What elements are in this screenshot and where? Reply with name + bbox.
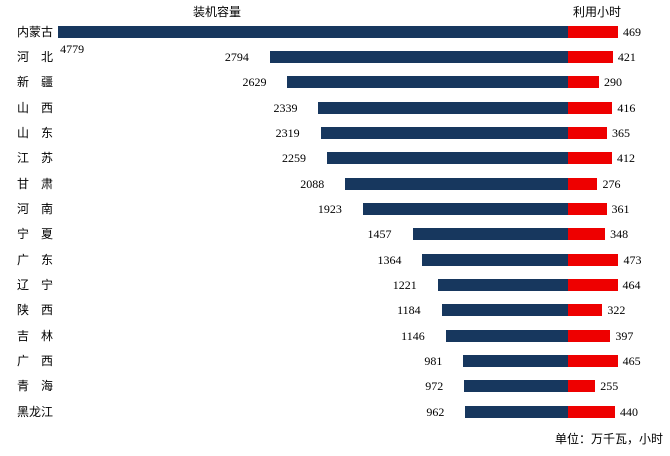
hours-bar (568, 25, 619, 38)
hours-value-label: 322 (607, 303, 626, 318)
capacity-bar (463, 355, 568, 368)
hours-value-label: 361 (611, 201, 630, 216)
hours-value-label: 412 (616, 151, 635, 166)
hours-value-label: 397 (615, 328, 634, 343)
capacity-bar (326, 152, 568, 165)
hours-bar (568, 355, 618, 368)
category-label: 甘 肃 (17, 176, 54, 191)
hours-value-label: 255 (600, 379, 619, 394)
capacity-bar (445, 329, 568, 342)
category-label: 新 疆 (17, 75, 54, 90)
category-label: 吉 林 (17, 328, 54, 343)
category-label: 陕 西 (17, 303, 54, 318)
hours-bar (568, 126, 607, 139)
capacity-value-label: 1923 (317, 201, 342, 216)
capacity-bar (412, 228, 568, 241)
hours-value-label: 440 (619, 404, 638, 419)
category-label: 广 西 (17, 354, 54, 369)
category-label: 内蒙古 (17, 24, 54, 39)
hours-value-label: 365 (611, 125, 630, 140)
hours-value-label: 290 (603, 75, 622, 90)
hours-bar (568, 405, 615, 418)
capacity-value-label: 1184 (397, 303, 421, 318)
capacity-value-label: 2259 (281, 151, 306, 166)
hours-bar (568, 329, 611, 342)
capacity-value-label: 1146 (401, 328, 425, 343)
capacity-value-label: 1364 (377, 252, 402, 267)
hours-bar (568, 152, 612, 165)
hours-bar (568, 101, 613, 114)
category-label: 河 南 (17, 201, 54, 216)
hours-bar (568, 279, 618, 291)
category-label: 宁 夏 (17, 227, 54, 242)
capacity-bar (58, 25, 568, 38)
hours-value-label: 469 (623, 24, 642, 39)
capacity-bar (422, 253, 568, 266)
hours-value-label: 276 (602, 176, 621, 191)
capacity-value-label: 2339 (273, 100, 298, 115)
right-series-title: 利用小时 (573, 5, 622, 19)
category-label: 河 北 (17, 49, 54, 64)
hours-bar (568, 50, 613, 63)
category-label: 青 海 (17, 379, 54, 394)
hours-value-label: 421 (617, 49, 636, 64)
hours-bar (568, 228, 606, 241)
capacity-bar (269, 50, 568, 63)
category-label: 黑龙江 (17, 404, 54, 419)
hours-bar (568, 380, 596, 393)
left-series-title: 装机容量 (193, 5, 242, 19)
capacity-value-label: 2088 (300, 176, 325, 191)
hours-bar (568, 202, 607, 215)
capacity-bar (464, 380, 568, 393)
unit-note: 单位：万千瓦，小时 (554, 432, 663, 446)
hours-bar (568, 177, 598, 190)
category-label: 江 苏 (17, 151, 54, 166)
capacity-value-label: 4779 (60, 41, 85, 56)
capacity-value-label: 2319 (275, 125, 300, 140)
hours-value-label: 473 (623, 252, 642, 267)
category-label: 广 东 (17, 252, 54, 267)
hours-bar (568, 304, 603, 317)
capacity-bar (287, 76, 568, 89)
capacity-bar (362, 202, 568, 215)
capacity-value-label: 2794 (224, 49, 249, 64)
capacity-value-label: 981 (424, 354, 443, 369)
capacity-bar (441, 304, 568, 317)
hours-bar (568, 253, 619, 266)
hours-value-label: 348 (610, 227, 629, 242)
hours-value-label: 465 (622, 354, 641, 369)
capacity-bar (320, 126, 568, 139)
capacity-bar (318, 101, 568, 114)
capacity-value-label: 972 (425, 379, 444, 394)
capacity-bar (465, 405, 568, 418)
capacity-bar (345, 177, 568, 190)
hours-bar (568, 76, 599, 89)
category-label: 辽 宁 (17, 278, 54, 292)
capacity-value-label: 962 (426, 404, 445, 419)
hours-value-label: 464 (622, 278, 641, 292)
capacity-bar (437, 279, 568, 291)
capacity-value-label: 1221 (392, 278, 417, 292)
hours-value-label: 416 (617, 100, 636, 115)
category-label: 山 西 (17, 100, 54, 115)
category-label: 山 东 (17, 125, 54, 140)
capacity-value-label: 2629 (242, 75, 267, 90)
capacity-value-label: 1457 (367, 227, 392, 242)
